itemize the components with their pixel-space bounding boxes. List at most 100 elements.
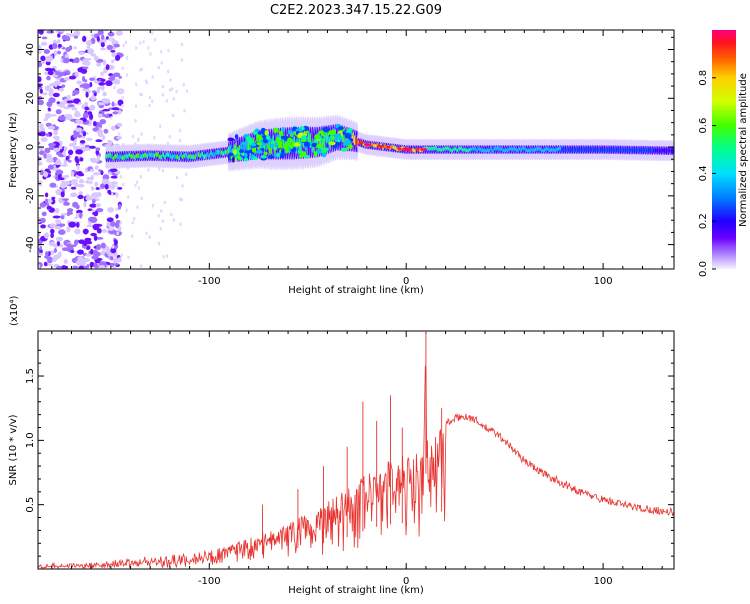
ridge-cell — [316, 143, 323, 149]
noise-cell — [100, 71, 104, 76]
y-tick-label: 1.0 — [25, 432, 36, 448]
ridge-cell — [404, 148, 410, 151]
noise-cell — [47, 107, 51, 111]
noise-cell — [140, 132, 143, 136]
snr-spikes — [262, 331, 443, 555]
ridge-cell — [256, 141, 262, 146]
noise-cell — [94, 181, 98, 187]
noise-cell — [66, 211, 71, 216]
y-tick-label: 20 — [25, 92, 36, 105]
noise-cell — [116, 31, 121, 36]
noise-cell — [77, 255, 84, 262]
x-tick-label: 0 — [403, 276, 409, 287]
noise-cell — [46, 158, 54, 163]
noise-cell — [165, 254, 169, 258]
noise-cell — [107, 207, 114, 213]
noise-cell — [58, 43, 62, 48]
noise-cell — [112, 262, 119, 266]
noise-cell — [125, 208, 128, 212]
noise-cell — [53, 147, 61, 153]
ridge-cell — [346, 128, 353, 133]
noise-cell — [160, 61, 163, 65]
noise-cell — [73, 141, 77, 146]
noise-cell — [107, 77, 114, 80]
noise-cell — [96, 244, 101, 251]
noise-cell — [102, 135, 106, 140]
noise-cell — [105, 80, 113, 87]
noise-cell — [159, 226, 162, 231]
noise-cell — [40, 41, 48, 46]
noise-cell — [85, 137, 93, 141]
noise-cell — [102, 228, 107, 233]
noise-cell — [59, 244, 64, 248]
noise-cell — [148, 95, 152, 100]
snr-panel: -100 0 100 0.5 1.0 1.5 Height of straight li… — [8, 295, 675, 596]
noise-cell — [62, 150, 66, 157]
noise-cell — [90, 159, 99, 164]
ridge-cell — [342, 131, 346, 135]
noise-cell — [60, 214, 65, 220]
noise-cell — [100, 242, 106, 249]
noise-cell — [92, 199, 96, 204]
noise-cell — [86, 45, 91, 49]
noise-cell — [93, 235, 98, 241]
noise-cell — [151, 99, 154, 104]
noise-cell — [57, 50, 61, 55]
ridge-cell — [282, 144, 289, 150]
noise-cell — [46, 30, 55, 34]
ridge-cell — [331, 136, 335, 140]
noise-cell — [107, 31, 115, 37]
noise-cell — [48, 142, 56, 147]
noise-cell — [148, 103, 151, 108]
noise-cell — [183, 109, 186, 113]
ridge-cell — [342, 142, 348, 147]
noise-cell — [89, 77, 95, 81]
noise-cell — [89, 113, 94, 120]
noise-cell — [115, 214, 119, 219]
ridge-cell — [337, 132, 342, 139]
noise-cell — [86, 40, 92, 47]
noise-cell — [76, 222, 80, 228]
noise-cell — [104, 183, 109, 190]
ridge-cell — [237, 154, 241, 160]
noise-cell — [151, 75, 154, 79]
noise-cell — [112, 257, 119, 264]
noise-cell — [49, 223, 57, 228]
noise-cell — [93, 251, 101, 257]
noise-cell — [89, 104, 96, 111]
noise-cell — [47, 259, 53, 264]
noise-cell — [110, 248, 117, 254]
noise-cell — [87, 111, 93, 115]
noise-cell — [117, 257, 122, 263]
noise-cell — [38, 264, 41, 269]
noise-cell — [76, 164, 80, 171]
noise-cell — [134, 82, 138, 87]
noise-cell — [181, 184, 184, 188]
noise-cell — [116, 231, 119, 236]
noise-cell — [110, 168, 118, 173]
noise-cell — [122, 182, 125, 187]
ridge-cell — [246, 137, 252, 142]
noise-cell — [170, 212, 173, 217]
ridge-cell — [271, 140, 275, 144]
noise-cell — [61, 247, 69, 252]
noise-cell — [178, 138, 182, 143]
noise-cell — [46, 153, 52, 160]
noise-cell — [78, 191, 83, 196]
colorbar-tick-label: 0.4 — [698, 165, 709, 181]
ridge-cell — [344, 132, 352, 139]
colorbar-label: Normalized spectral amplitude — [738, 73, 749, 227]
colorbar-ticks: 0.0 0.2 0.4 0.6 0.8 — [698, 70, 716, 277]
noise-cell — [92, 90, 96, 93]
noise-cell — [52, 43, 58, 49]
noise-cell — [172, 218, 175, 222]
noise-cell — [106, 113, 111, 118]
noise-cell — [67, 208, 74, 213]
noise-cell — [94, 165, 99, 171]
noise-cell — [109, 38, 113, 42]
noise-cell — [118, 203, 122, 210]
noise-cell — [116, 122, 123, 127]
snr-y-label: SNR (10 * v/v) — [8, 414, 19, 485]
noise-cell — [139, 174, 142, 179]
noise-cell — [70, 171, 75, 177]
